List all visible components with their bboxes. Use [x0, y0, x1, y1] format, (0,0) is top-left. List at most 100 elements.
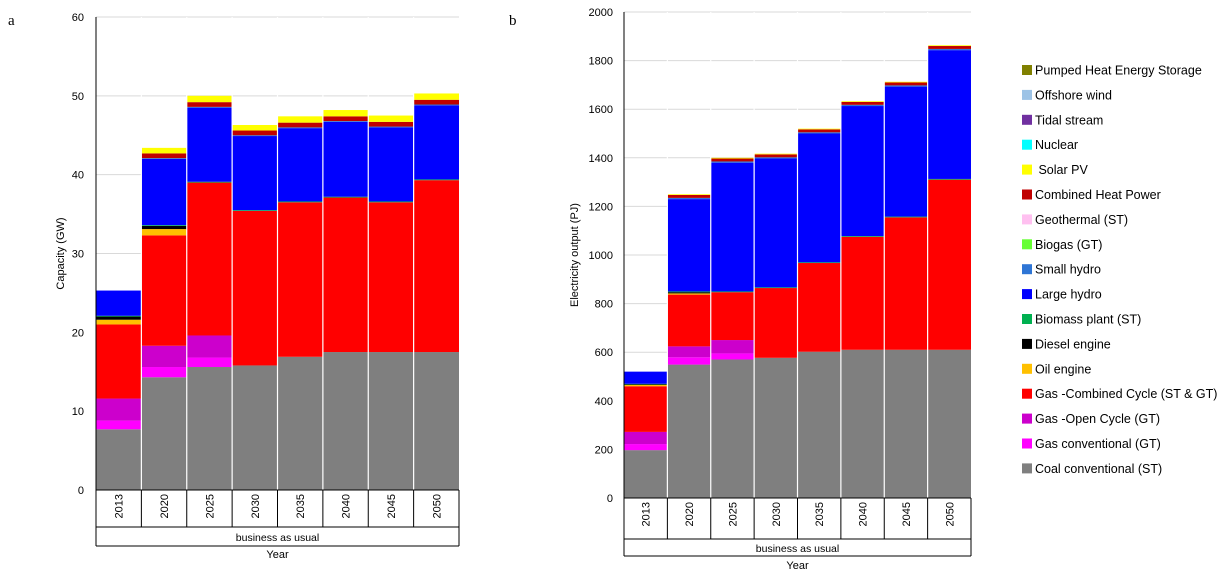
- bar-segment: [277, 127, 323, 129]
- bar-segment: [186, 182, 233, 336]
- legend-swatch: [1022, 114, 1032, 125]
- bar-segment: [277, 128, 323, 202]
- legend-swatch: [1022, 239, 1032, 250]
- bar-segment: [884, 85, 928, 87]
- bar-segment: [141, 377, 187, 490]
- x-tick-label: 2020: [684, 502, 696, 526]
- legend-label: Tidal stream: [1035, 113, 1103, 127]
- x-tick-label: 2013: [114, 494, 126, 518]
- bar-segment: [754, 288, 798, 358]
- legend-swatch: [1022, 214, 1032, 225]
- bar-segment: [710, 353, 755, 360]
- y-tick-label: 600: [595, 347, 613, 359]
- bar-segment: [413, 99, 459, 105]
- x-tick-label: 2045: [901, 502, 913, 526]
- bar-segment: [754, 357, 798, 498]
- bar-segment: [277, 356, 323, 490]
- legend-swatch: [1022, 65, 1032, 75]
- bar-segment: [840, 349, 885, 498]
- legend-label: Gas -Combined Cycle (ST & GT): [1035, 387, 1217, 401]
- legend-item: Gas -Open Cycle (GT): [1022, 412, 1160, 426]
- bar-segment: [797, 128, 841, 130]
- bar-segment: [232, 125, 278, 131]
- bar-segment: [368, 202, 414, 353]
- bar-segment: [277, 122, 323, 128]
- bar-segment: [277, 201, 323, 203]
- legend-swatch: [1022, 139, 1032, 150]
- bar-segment: [96, 319, 142, 325]
- bar-segment: [413, 93, 459, 100]
- y-axis-title: Capacity (GW): [55, 217, 67, 289]
- legend-label: Oil engine: [1035, 362, 1091, 376]
- bar-segment: [141, 235, 187, 346]
- bar-segment: [884, 81, 928, 83]
- x-tick-label: 2050: [431, 494, 443, 518]
- bar-segment: [232, 365, 278, 490]
- bar-segment: [96, 420, 142, 430]
- legend-swatch: [1022, 413, 1032, 424]
- bar-segment: [413, 105, 459, 180]
- bar-segment: [667, 194, 711, 198]
- legend-label: Gas conventional (GT): [1035, 437, 1161, 451]
- legend-label: Biomass plant (ST): [1035, 313, 1141, 327]
- bar-segment: [884, 86, 928, 217]
- x-tick-label: 2050: [944, 502, 956, 526]
- bar-segment: [624, 371, 668, 384]
- bar-segment: [840, 101, 885, 102]
- y-tick-label: 1200: [589, 201, 613, 213]
- bar-segment: [797, 132, 841, 134]
- bar-segment: [797, 263, 841, 352]
- bar-segment: [667, 291, 711, 293]
- bar-segment: [667, 293, 711, 295]
- legend-item: Gas conventional (GT): [1022, 437, 1161, 451]
- bar-segment: [710, 157, 755, 159]
- legend-label: Coal conventional (ST): [1035, 462, 1162, 476]
- y-tick-label: 0: [607, 493, 613, 505]
- bar-segment: [840, 101, 885, 105]
- legend-label: Small hydro: [1035, 263, 1101, 277]
- bar-segment: [186, 106, 233, 108]
- bar-segment: [840, 236, 885, 237]
- legend-item: Pumped Heat Energy Storage: [1022, 64, 1202, 78]
- bar-segment: [624, 384, 668, 386]
- bar-segment: [368, 201, 414, 203]
- y-tick-label: 20: [72, 327, 84, 339]
- legend-label: Nuclear: [1035, 138, 1078, 152]
- bar-segment: [141, 345, 187, 368]
- bar-segment: [96, 324, 142, 399]
- x-group-label: business as usual: [756, 543, 839, 555]
- bar-segment: [927, 179, 971, 350]
- legend-item: Gas -Combined Cycle (ST & GT): [1022, 387, 1217, 401]
- y-tick-label: 200: [595, 444, 613, 456]
- bar-segment: [667, 364, 711, 498]
- bar-segment: [624, 450, 668, 498]
- bar-segment: [232, 210, 278, 211]
- bar-segment: [884, 349, 928, 498]
- x-group-label: business as usual: [236, 532, 319, 544]
- x-tick-label: 2025: [727, 502, 739, 526]
- legend-item: Combined Heat Power: [1022, 188, 1161, 202]
- x-tick-label: 2020: [159, 494, 171, 518]
- bar-segment: [710, 291, 755, 293]
- x-tick-label: 2030: [250, 494, 262, 518]
- legend-label: Offshore wind: [1035, 88, 1112, 102]
- bar-segment: [927, 46, 971, 49]
- bar-segment: [96, 316, 142, 320]
- bar-segment: [754, 153, 798, 155]
- y-tick-label: 50: [72, 91, 84, 103]
- bar-segment: [710, 359, 755, 498]
- bar-segment: [927, 50, 971, 179]
- x-tick-label: 2045: [386, 494, 398, 518]
- legend-swatch: [1022, 363, 1032, 374]
- legend-label: Diesel engine: [1035, 337, 1111, 351]
- legend-item: Nuclear: [1022, 138, 1078, 152]
- y-axis-title: Electricity output (PJ): [569, 203, 581, 307]
- bar-segment: [927, 45, 971, 47]
- bar-segment: [667, 194, 711, 195]
- bar-segment: [754, 157, 798, 159]
- bar-segment: [141, 147, 187, 154]
- bar-segment: [927, 178, 971, 180]
- y-tick-label: 1000: [589, 250, 613, 262]
- x-tick-label: 2035: [814, 502, 826, 526]
- bar-segment: [368, 121, 414, 127]
